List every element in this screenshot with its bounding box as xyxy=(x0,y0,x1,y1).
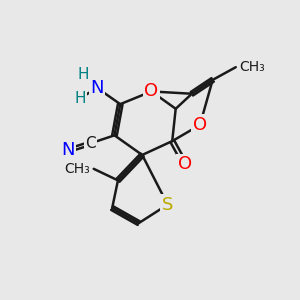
Text: H: H xyxy=(77,67,89,82)
Text: O: O xyxy=(193,116,207,134)
Text: CH₃: CH₃ xyxy=(64,162,90,176)
Text: O: O xyxy=(144,82,158,100)
Text: S: S xyxy=(162,196,173,214)
Text: O: O xyxy=(178,155,192,173)
Text: CH₃: CH₃ xyxy=(239,60,265,74)
Text: N: N xyxy=(61,141,75,159)
Text: H: H xyxy=(74,91,85,106)
Text: N: N xyxy=(90,79,104,97)
Text: C: C xyxy=(85,136,95,151)
